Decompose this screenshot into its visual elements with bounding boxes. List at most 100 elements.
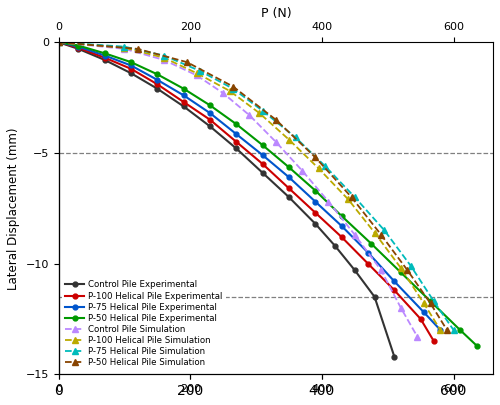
P-75 Helical Pile Experimental bbox=[76, 44, 82, 49]
P-50 Helical Pile Experimental bbox=[260, 143, 266, 147]
Line: P-50 Helical Pile Experimental: P-50 Helical Pile Experimental bbox=[56, 40, 479, 348]
P-100 Helical Pile Simulation bbox=[256, 111, 262, 115]
P-100 Helical Pile Simulation bbox=[56, 40, 62, 45]
Control Pile Simulation bbox=[414, 334, 420, 339]
Control Pile Experimental bbox=[332, 243, 338, 248]
P-75 Helical Pile Simulation bbox=[450, 328, 456, 333]
P-50 Helical Pile Experimental bbox=[56, 40, 62, 45]
P-75 Helical Pile Experimental bbox=[438, 328, 444, 333]
P-100 Helical Pile Simulation bbox=[372, 230, 378, 235]
P-100 Helical Pile Experimental bbox=[234, 139, 239, 144]
P-75 Helical Pile Experimental bbox=[154, 77, 160, 82]
P-100 Helical Pile Experimental bbox=[260, 162, 266, 166]
P-75 Helical Pile Simulation bbox=[197, 68, 203, 73]
P-75 Helical Pile Experimental bbox=[392, 279, 398, 284]
P-75 Helical Pile Simulation bbox=[408, 263, 414, 268]
P-100 Helical Pile Experimental bbox=[128, 66, 134, 71]
P-75 Helical Pile Experimental bbox=[207, 111, 213, 115]
Control Pile Experimental bbox=[154, 86, 160, 91]
P-75 Helical Pile Experimental bbox=[180, 93, 186, 98]
P-50 Helical Pile Simulation bbox=[428, 301, 434, 306]
P-100 Helical Pile Simulation bbox=[345, 197, 351, 202]
P-75 Helical Pile Experimental bbox=[421, 310, 427, 315]
P-100 Helical Pile Simulation bbox=[226, 89, 232, 94]
P-50 Helical Pile Experimental bbox=[286, 165, 292, 170]
P-50 Helical Pile Experimental bbox=[428, 299, 434, 304]
P-100 Helical Pile Experimental bbox=[154, 82, 160, 87]
P-100 Helical Pile Simulation bbox=[286, 137, 292, 142]
P-100 Helical Pile Experimental bbox=[312, 210, 318, 215]
P-100 Helical Pile Simulation bbox=[161, 55, 167, 60]
Control Pile Experimental bbox=[352, 268, 358, 273]
Line: Control Pile Simulation: Control Pile Simulation bbox=[55, 39, 421, 340]
P-75 Helical Pile Simulation bbox=[230, 86, 236, 91]
P-75 Helical Pile Simulation bbox=[260, 109, 266, 113]
Control Pile Simulation bbox=[56, 40, 62, 45]
Line: P-50 Helical Pile Simulation: P-50 Helical Pile Simulation bbox=[55, 39, 450, 334]
Control Pile Experimental bbox=[312, 222, 318, 226]
Control Pile Simulation bbox=[352, 232, 358, 237]
P-50 Helical Pile Experimental bbox=[102, 51, 107, 56]
P-50 Helical Pile Simulation bbox=[348, 195, 354, 200]
Control Pile Simulation bbox=[398, 305, 404, 310]
P-100 Helical Pile Experimental bbox=[365, 261, 371, 266]
Control Pile Simulation bbox=[299, 168, 305, 173]
P-50 Helical Pile Simulation bbox=[444, 328, 450, 333]
P-75 Helical Pile Simulation bbox=[122, 44, 128, 49]
Control Pile Experimental bbox=[128, 71, 134, 76]
P-100 Helical Pile Experimental bbox=[418, 317, 424, 322]
P-50 Helical Pile Experimental bbox=[207, 103, 213, 108]
P-100 Helical Pile Experimental bbox=[431, 339, 437, 343]
P-100 Helical Pile Experimental bbox=[76, 45, 82, 50]
P-100 Helical Pile Simulation bbox=[316, 166, 322, 171]
Control Pile Simulation bbox=[378, 268, 384, 273]
P-50 Helical Pile Simulation bbox=[378, 232, 384, 237]
P-50 Helical Pile Experimental bbox=[338, 213, 344, 218]
P-50 Helical Pile Simulation bbox=[184, 60, 190, 64]
P-75 Helical Pile Experimental bbox=[102, 53, 107, 58]
P-75 Helical Pile Simulation bbox=[431, 299, 437, 304]
P-100 Helical Pile Experimental bbox=[338, 234, 344, 239]
P-75 Helical Pile Experimental bbox=[260, 153, 266, 158]
P-100 Helical Pile Experimental bbox=[102, 55, 107, 60]
Control Pile Simulation bbox=[326, 199, 332, 204]
P-50 Helical Pile Simulation bbox=[312, 155, 318, 160]
P-50 Helical Pile Experimental bbox=[312, 188, 318, 193]
P-75 Helical Pile Experimental bbox=[312, 199, 318, 204]
P-100 Helical Pile Simulation bbox=[398, 266, 404, 271]
P-50 Helical Pile Experimental bbox=[128, 60, 134, 64]
P-75 Helical Pile Simulation bbox=[382, 228, 388, 233]
P-75 Helical Pile Simulation bbox=[292, 135, 298, 140]
Control Pile Simulation bbox=[161, 58, 167, 62]
P-100 Helical Pile Experimental bbox=[207, 117, 213, 122]
P-50 Helical Pile Simulation bbox=[230, 84, 236, 89]
P-75 Helical Pile Simulation bbox=[56, 40, 62, 45]
P-100 Helical Pile Simulation bbox=[122, 45, 128, 50]
P-50 Helical Pile Simulation bbox=[404, 268, 410, 273]
P-100 Helical Pile Experimental bbox=[56, 40, 62, 45]
Control Pile Simulation bbox=[246, 113, 252, 118]
Line: P-100 Helical Pile Experimental: P-100 Helical Pile Experimental bbox=[56, 40, 436, 343]
P-50 Helical Pile Simulation bbox=[273, 117, 279, 122]
P-100 Helical Pile Experimental bbox=[286, 186, 292, 191]
P-75 Helical Pile Experimental bbox=[286, 175, 292, 180]
P-50 Helical Pile Experimental bbox=[398, 270, 404, 275]
Line: P-75 Helical Pile Experimental: P-75 Helical Pile Experimental bbox=[56, 40, 443, 333]
Control Pile Experimental bbox=[234, 146, 239, 151]
P-100 Helical Pile Simulation bbox=[194, 71, 200, 76]
P-75 Helical Pile Experimental bbox=[365, 250, 371, 255]
P-50 Helical Pile Experimental bbox=[234, 122, 239, 127]
Control Pile Experimental bbox=[260, 171, 266, 175]
P-75 Helical Pile Simulation bbox=[352, 195, 358, 200]
P-75 Helical Pile Simulation bbox=[322, 164, 328, 168]
Y-axis label: Lateral Displacement (mm): Lateral Displacement (mm) bbox=[7, 127, 20, 290]
Control Pile Experimental bbox=[76, 47, 82, 51]
Control Pile Experimental bbox=[286, 195, 292, 200]
P-100 Helical Pile Simulation bbox=[421, 301, 427, 306]
Line: Control Pile Experimental: Control Pile Experimental bbox=[56, 40, 396, 359]
Control Pile Simulation bbox=[273, 139, 279, 144]
P-50 Helical Pile Experimental bbox=[180, 86, 186, 91]
Control Pile Simulation bbox=[122, 47, 128, 51]
P-100 Helical Pile Experimental bbox=[180, 100, 186, 104]
P-50 Helical Pile Experimental bbox=[76, 43, 82, 48]
